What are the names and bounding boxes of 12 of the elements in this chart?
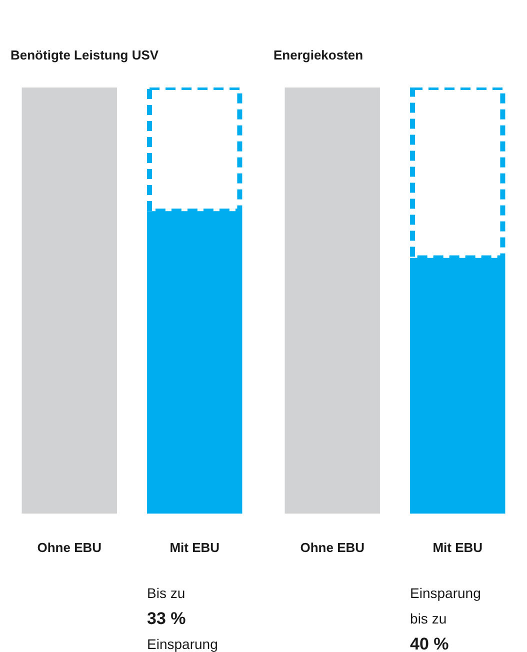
x-tick-label: Mit EBU xyxy=(170,540,220,556)
text: Bis zu xyxy=(147,584,186,601)
text: Einsparung xyxy=(147,636,218,652)
x-tick-label: Ohne EBU xyxy=(37,540,102,556)
x-tick-label: Mit EBU xyxy=(432,540,483,556)
text: Einsparung xyxy=(410,584,481,601)
chart-title: Energiekosten xyxy=(274,48,364,62)
text: bis zu xyxy=(410,610,447,626)
text: 40 % xyxy=(410,634,449,652)
x-tick-label: Ohne EBU xyxy=(300,540,365,556)
text: 33 % xyxy=(147,608,186,628)
chart-title: Benötigte Leistung USV xyxy=(10,48,159,62)
